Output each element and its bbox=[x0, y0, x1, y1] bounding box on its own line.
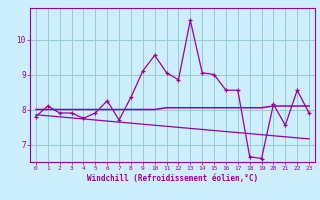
X-axis label: Windchill (Refroidissement éolien,°C): Windchill (Refroidissement éolien,°C) bbox=[87, 174, 258, 183]
